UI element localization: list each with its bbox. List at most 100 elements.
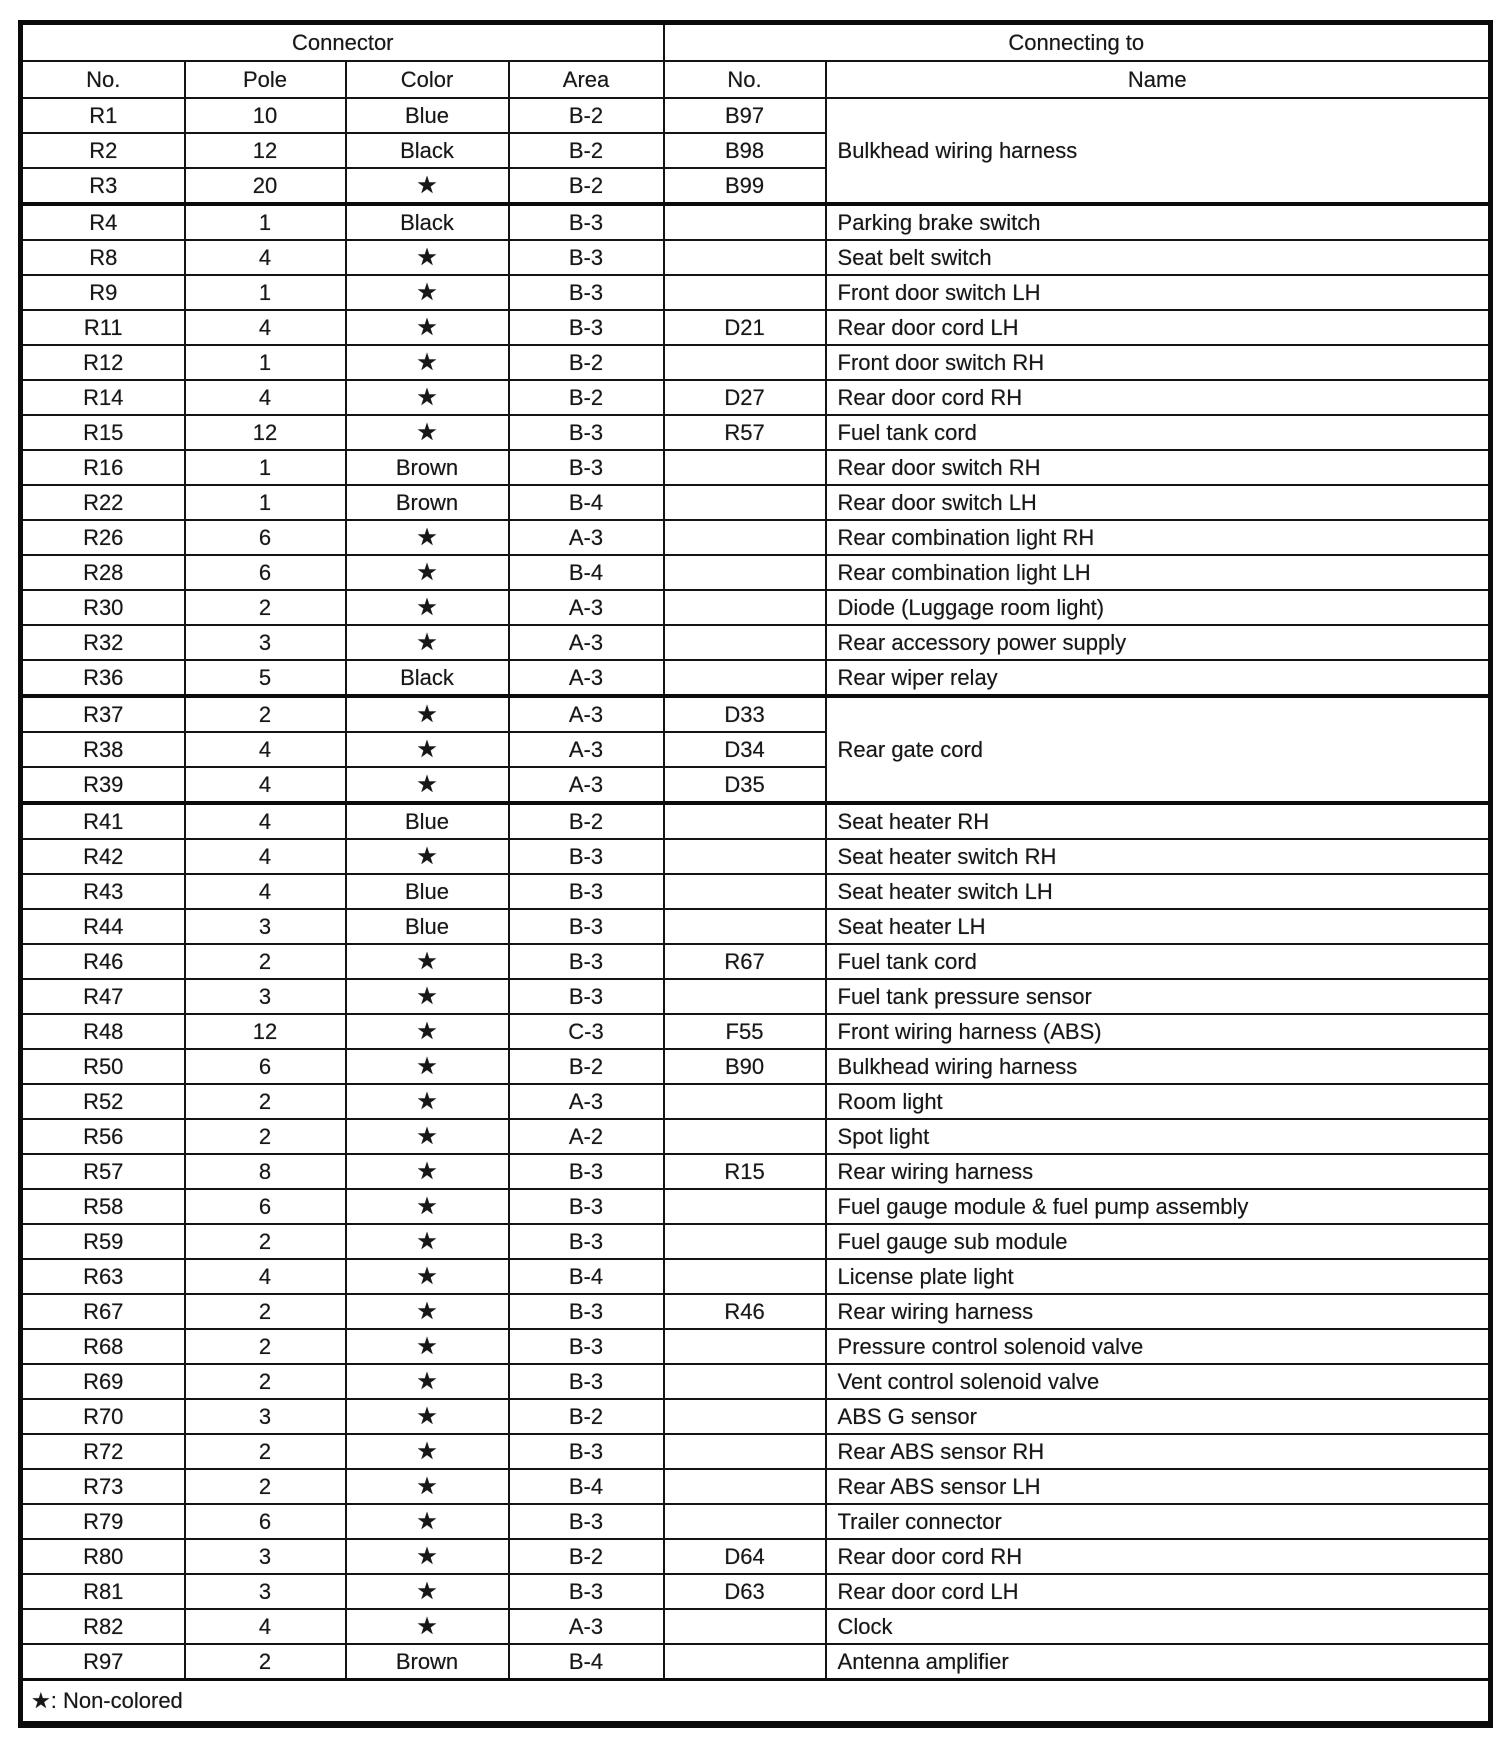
- cell-pole: 10: [183, 97, 347, 134]
- cell-connector-no: R67: [19, 1293, 186, 1330]
- table-row: R52 2 ★ A-3 Room light: [19, 1083, 1492, 1120]
- table-row: R14 4 ★ B-2 D27 Rear door cord RH: [19, 379, 1492, 416]
- table-header: Connector Connecting to No. Pole Color A…: [19, 21, 1492, 99]
- cell-connecting-name: Fuel gauge module & fuel pump assembly: [824, 1188, 1492, 1225]
- cell-connector-no: R9: [19, 274, 186, 311]
- footnote-row: ★: Non-colored: [19, 1678, 1492, 1726]
- cell-connecting-name: Front door switch LH: [824, 274, 1492, 311]
- cell-color: Black: [344, 132, 510, 169]
- cell-connecting-name: Rear combination light LH: [824, 554, 1492, 591]
- non-colored-star-cell: ★: [344, 1048, 510, 1085]
- table-row: R41 4 Blue B-2 Seat heater RH: [19, 801, 1492, 840]
- cell-connector-no: R80: [19, 1538, 186, 1575]
- cell-connector-no: R42: [19, 838, 186, 875]
- cell-connector-no: R59: [19, 1223, 186, 1260]
- cell-pole: 6: [183, 519, 347, 556]
- cell-area: B-3: [507, 414, 665, 451]
- non-colored-star-cell: ★: [344, 1468, 510, 1505]
- col-header-pole: Pole: [183, 60, 347, 99]
- cell-connecting-no: R57: [662, 414, 827, 451]
- table-row: R16 1 Brown B-3 Rear door switch RH: [19, 449, 1492, 486]
- table-row: R73 2 ★ B-4 Rear ABS sensor LH: [19, 1468, 1492, 1505]
- cell-pole: 1: [183, 202, 347, 241]
- cell-connecting-no: [662, 1363, 827, 1400]
- non-colored-star-cell: ★: [344, 274, 510, 311]
- cell-pole: 2: [183, 1328, 347, 1365]
- non-colored-star-cell: ★: [344, 1433, 510, 1470]
- non-colored-star-cell: ★: [344, 943, 510, 980]
- cell-connecting-no: [662, 1223, 827, 1260]
- cell-connecting-no: [662, 1188, 827, 1225]
- cell-pole: 2: [183, 1223, 347, 1260]
- cell-connecting-no: [662, 624, 827, 661]
- table-row: R48 12 ★ C-3 F55 Front wiring harness (ABS): [19, 1013, 1492, 1050]
- cell-connector-no: R14: [19, 379, 186, 416]
- cell-color: Black: [344, 202, 510, 241]
- cell-area: A-3: [507, 589, 665, 626]
- cell-area: A-3: [507, 624, 665, 661]
- cell-connector-no: R15: [19, 414, 186, 451]
- cell-area: B-2: [507, 1538, 665, 1575]
- cell-connecting-name: License plate light: [824, 1258, 1492, 1295]
- cell-connector-no: R11: [19, 309, 186, 346]
- cell-connecting-no: [662, 801, 827, 840]
- cell-connecting-no: [662, 1608, 827, 1645]
- non-colored-star-cell: ★: [344, 1398, 510, 1435]
- cell-connecting-no: B97: [662, 97, 827, 134]
- cell-connector-no: R16: [19, 449, 186, 486]
- cell-area: B-3: [507, 908, 665, 945]
- cell-pole: 3: [183, 624, 347, 661]
- cell-area: B-4: [507, 554, 665, 591]
- cell-connecting-no: [662, 1328, 827, 1365]
- cell-connecting-name: Seat heater switch RH: [824, 838, 1492, 875]
- table-row: R59 2 ★ B-3 Fuel gauge sub module: [19, 1223, 1492, 1260]
- table-row: R42 4 ★ B-3 Seat heater switch RH: [19, 838, 1492, 875]
- cell-connecting-name: Antenna amplifier: [824, 1643, 1492, 1681]
- table-row: R82 4 ★ A-3 Clock: [19, 1608, 1492, 1645]
- cell-connecting-no: D63: [662, 1573, 827, 1610]
- cell-area: B-3: [507, 309, 665, 346]
- cell-area: B-3: [507, 1293, 665, 1330]
- cell-connecting-name: Rear ABS sensor RH: [824, 1433, 1492, 1470]
- cell-area: B-3: [507, 978, 665, 1015]
- cell-area: A-3: [507, 659, 665, 697]
- cell-connector-no: R12: [19, 344, 186, 381]
- cell-connector-no: R47: [19, 978, 186, 1015]
- cell-connecting-name: Pressure control solenoid valve: [824, 1328, 1492, 1365]
- cell-connecting-name: Rear wiring harness: [824, 1293, 1492, 1330]
- cell-area: B-3: [507, 1223, 665, 1260]
- table-row: R80 3 ★ B-2 D64 Rear door cord RH: [19, 1538, 1492, 1575]
- cell-pole: 6: [183, 1503, 347, 1540]
- table-row: R67 2 ★ B-3 R46 Rear wiring harness: [19, 1293, 1492, 1330]
- cell-connecting-name: Front door switch RH: [824, 344, 1492, 381]
- cell-connecting-name: Spot light: [824, 1118, 1492, 1155]
- cell-connector-no: R39: [19, 766, 186, 804]
- cell-pole: 6: [183, 554, 347, 591]
- table-row: R32 3 ★ A-3 Rear accessory power supply: [19, 624, 1492, 661]
- cell-area: B-3: [507, 873, 665, 910]
- cell-connector-no: R36: [19, 659, 186, 697]
- cell-connecting-no: [662, 1083, 827, 1120]
- table-row: R9 1 ★ B-3 Front door switch LH: [19, 274, 1492, 311]
- cell-area: A-3: [507, 1083, 665, 1120]
- cell-connecting-no: [662, 239, 827, 276]
- cell-connector-no: R72: [19, 1433, 186, 1470]
- cell-connecting-no: R15: [662, 1153, 827, 1190]
- cell-connecting-no: [662, 274, 827, 311]
- cell-pole: 2: [183, 694, 347, 733]
- cell-connector-no: R70: [19, 1398, 186, 1435]
- non-colored-star-cell: ★: [344, 766, 510, 804]
- table-row: R11 4 ★ B-3 D21 Rear door cord LH: [19, 309, 1492, 346]
- cell-connecting-no: [662, 1433, 827, 1470]
- cell-connecting-name: ABS G sensor: [824, 1398, 1492, 1435]
- cell-connector-no: R1: [19, 97, 186, 134]
- cell-connecting-no: [662, 449, 827, 486]
- cell-connecting-no: [662, 1643, 827, 1681]
- cell-connecting-name: Room light: [824, 1083, 1492, 1120]
- cell-connecting-name: Rear ABS sensor LH: [824, 1468, 1492, 1505]
- cell-connecting-no: D34: [662, 731, 827, 768]
- cell-connecting-no: B98: [662, 132, 827, 169]
- cell-connector-no: R8: [19, 239, 186, 276]
- cell-pole: 4: [183, 1608, 347, 1645]
